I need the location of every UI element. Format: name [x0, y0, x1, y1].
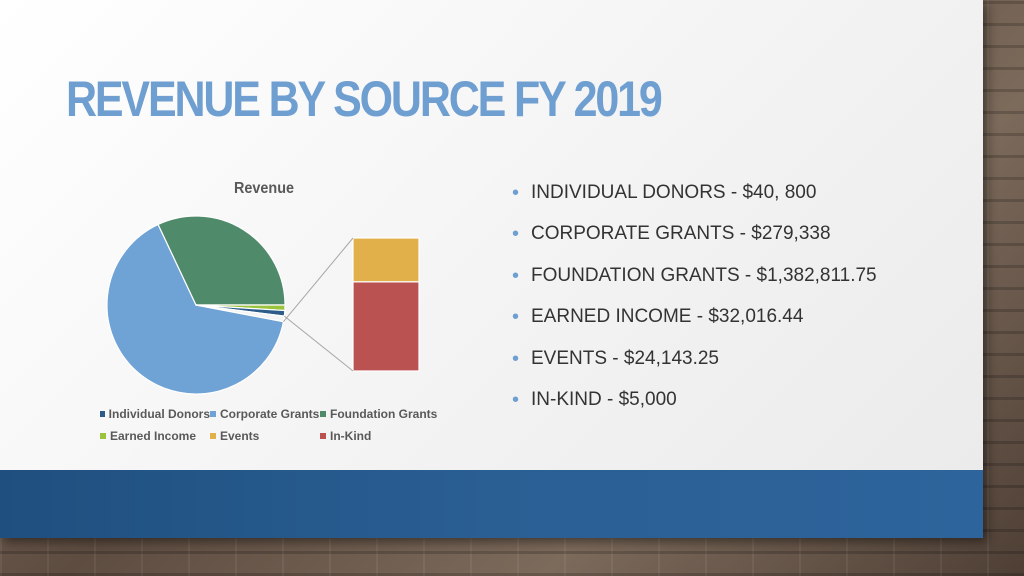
bar-segment-in-kind — [352, 281, 420, 372]
chart-legend: Individual Donors Corporate Grants Foundat… — [100, 407, 440, 443]
slide: REVENUE BY SOURCE FY 2019 Revenue Indivi… — [0, 0, 983, 538]
legend-item-foundation-grants: Foundation Grants — [320, 407, 440, 421]
legend-swatch-icon — [210, 411, 216, 417]
revenue-list-item: • EVENTS - $24,143.25 — [510, 346, 877, 387]
revenue-chart: Revenue Individual Donors Corporate Grant… — [90, 170, 450, 460]
legend-swatch-icon — [100, 433, 106, 439]
legend-label: Corporate Grants — [220, 407, 320, 421]
revenue-list-text: EARNED INCOME - $32,016.44 — [531, 306, 804, 328]
legend-label: Foundation Grants — [330, 407, 438, 421]
legend-label: Individual Donors — [108, 407, 210, 421]
revenue-list-item: • FOUNDATION GRANTS - $1,382,811.75 — [510, 263, 877, 304]
revenue-list-text: CORPORATE GRANTS - $279,338 — [531, 223, 831, 245]
connector-line — [283, 315, 354, 372]
legend-item-earned-income: Earned Income — [100, 429, 210, 443]
revenue-list-text: IN-KIND - $5,000 — [531, 388, 677, 410]
bar-segment-events — [352, 237, 420, 283]
legend-swatch-icon — [320, 411, 326, 417]
bullet-dot-icon: • — [512, 306, 520, 329]
footer-band — [0, 470, 983, 538]
legend-swatch-icon — [100, 411, 105, 417]
revenue-list-item: • INDIVIDUAL DONORS - $40, 800 — [510, 180, 877, 221]
revenue-list-text: FOUNDATION GRANTS - $1,382,811.75 — [531, 264, 877, 286]
pie-slice-corporate-grants — [106, 223, 285, 395]
pie-slice-foundation-grants — [157, 215, 286, 306]
legend-label: Events — [220, 429, 260, 443]
chart-title: Revenue — [233, 180, 295, 197]
bullet-dot-icon: • — [512, 223, 520, 246]
pie-chart — [106, 215, 420, 395]
slide-title: REVENUE BY SOURCE FY 2019 — [66, 71, 663, 127]
revenue-list-text: INDIVIDUAL DONORS - $40, 800 — [531, 182, 817, 203]
bullet-dot-icon: • — [512, 347, 520, 370]
legend-swatch-icon — [320, 433, 326, 439]
revenue-list: • INDIVIDUAL DONORS - $40, 800 • CORPORATE … — [510, 180, 877, 428]
bullet-dot-icon: • — [512, 182, 520, 204]
revenue-list-text: EVENTS - $24,143.25 — [531, 347, 719, 369]
legend-item-events: Events — [210, 429, 320, 443]
legend-label: In-Kind — [330, 429, 372, 443]
legend-item-in-kind: In-Kind — [320, 429, 440, 443]
revenue-list-item: • IN-KIND - $5,000 — [510, 387, 877, 428]
legend-item-corporate-grants: Corporate Grants — [210, 407, 320, 421]
connector-line — [283, 237, 354, 322]
bullet-dot-icon: • — [512, 264, 520, 287]
revenue-list-item: • EARNED INCOME - $32,016.44 — [510, 304, 877, 345]
legend-item-individual-donors: Individual Donors — [100, 407, 210, 421]
revenue-list-item: • CORPORATE GRANTS - $279,338 — [510, 221, 877, 262]
bullet-dot-icon: • — [512, 388, 520, 411]
legend-swatch-icon — [210, 433, 216, 439]
legend-label: Earned Income — [110, 429, 197, 443]
